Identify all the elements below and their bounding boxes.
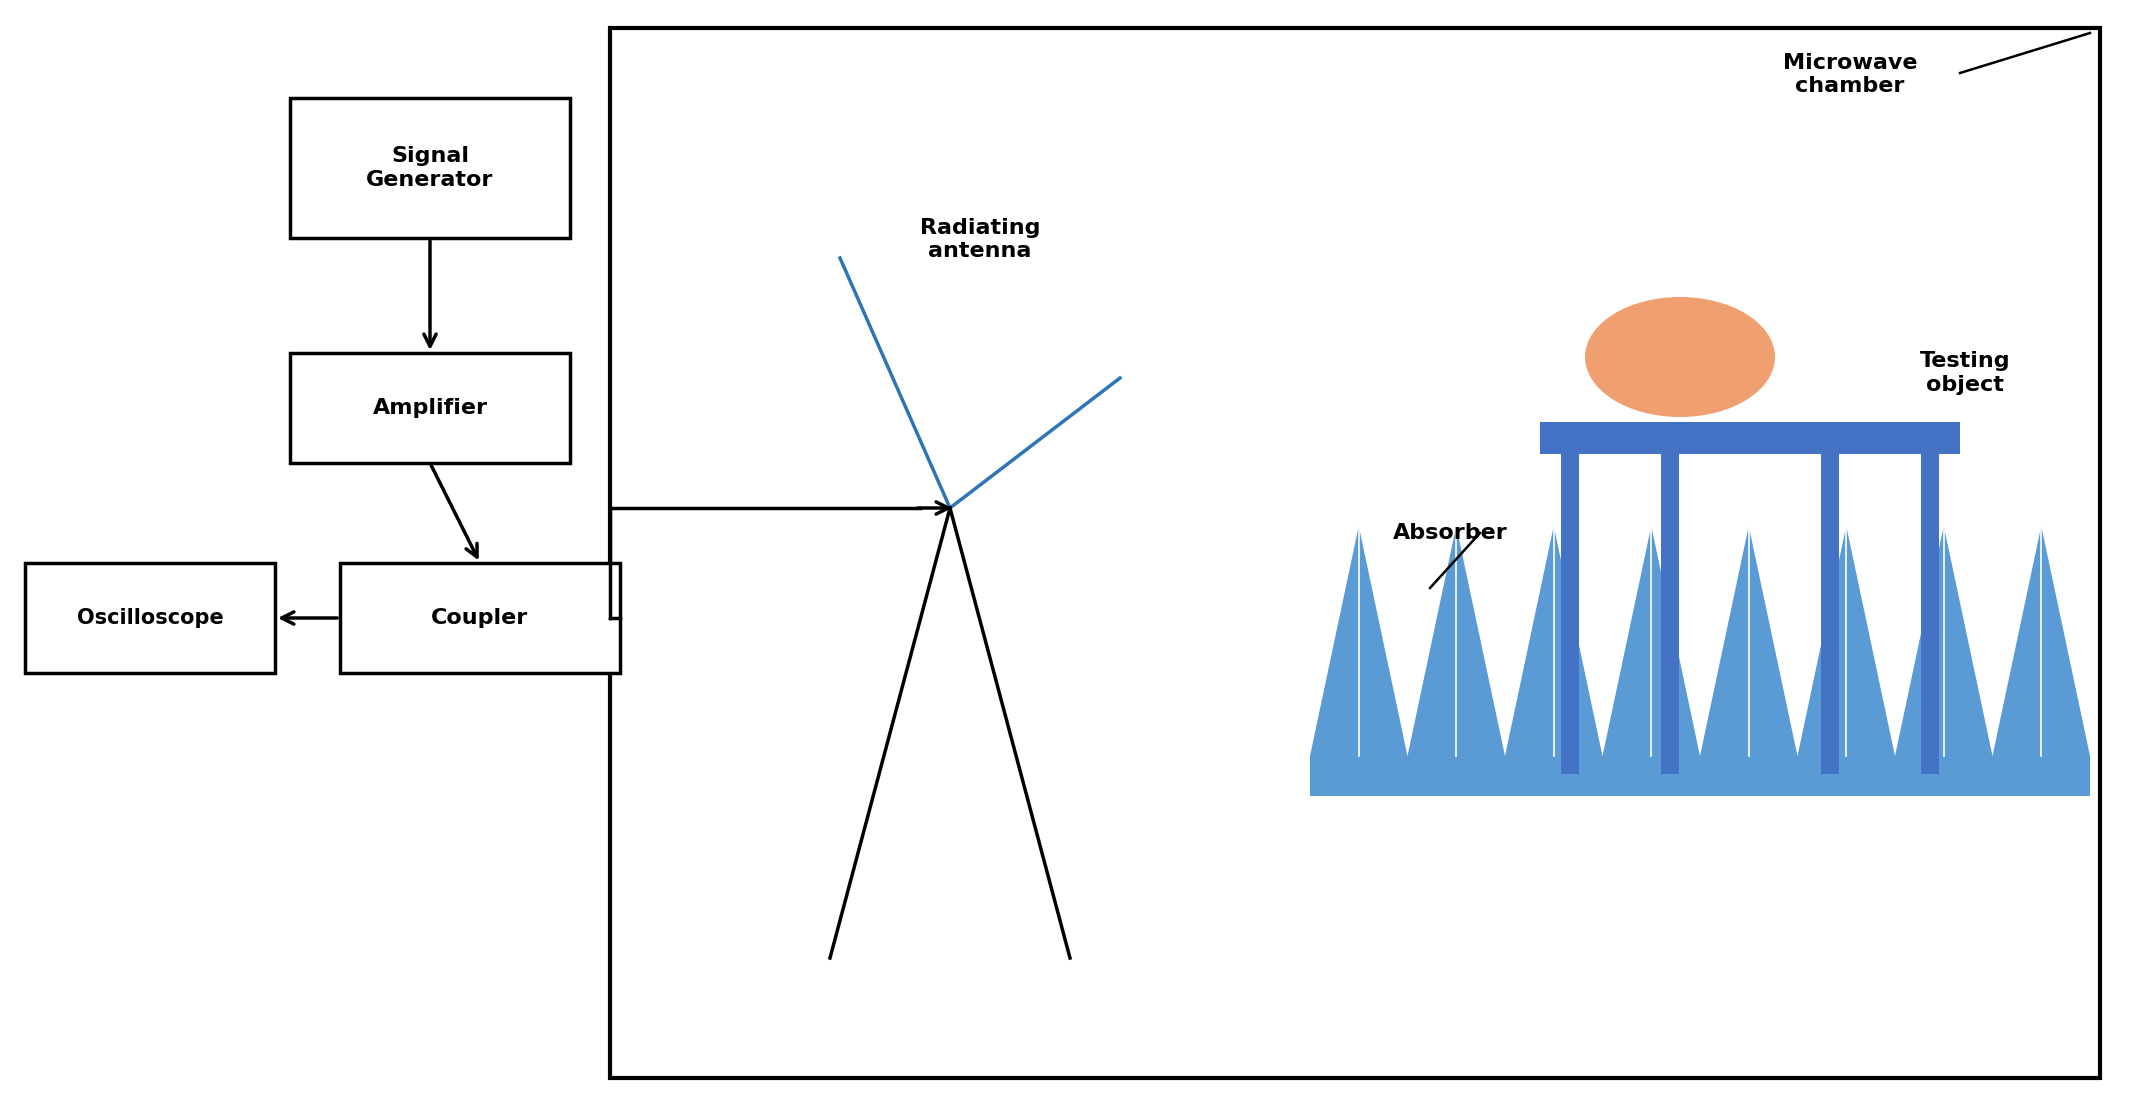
Polygon shape (1993, 526, 2089, 756)
Polygon shape (1799, 526, 1895, 756)
Bar (1540, 422, 1961, 454)
Bar (290, 98, 570, 238)
Bar (340, 563, 619, 673)
Text: Microwave
chamber: Microwave chamber (1784, 53, 1918, 96)
Text: Coupler: Coupler (431, 608, 528, 628)
Polygon shape (1506, 526, 1602, 756)
Text: Absorber: Absorber (1393, 523, 1508, 543)
Ellipse shape (1585, 297, 1775, 417)
Bar (290, 353, 570, 463)
Bar (1920, 454, 1939, 774)
Bar (611, 28, 2100, 1078)
Text: Radiating
antenna: Radiating antenna (921, 218, 1040, 261)
Text: Amplifier: Amplifier (372, 398, 487, 418)
Polygon shape (1602, 526, 1700, 756)
Text: Testing
object: Testing object (1920, 351, 2010, 394)
Text: Signal
Generator: Signal Generator (365, 146, 493, 189)
Bar (1561, 454, 1579, 774)
Bar (1309, 756, 2089, 796)
Bar (1662, 454, 1679, 774)
Bar (1822, 454, 1839, 774)
Polygon shape (1408, 526, 1506, 756)
Bar (26, 563, 276, 673)
Polygon shape (1309, 526, 1408, 756)
Text: Oscilloscope: Oscilloscope (77, 608, 224, 628)
Polygon shape (1895, 526, 1993, 756)
Polygon shape (1700, 526, 1799, 756)
